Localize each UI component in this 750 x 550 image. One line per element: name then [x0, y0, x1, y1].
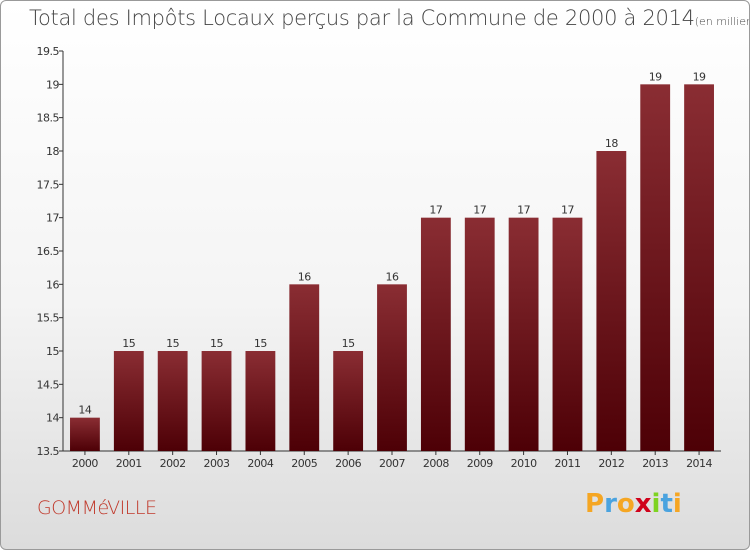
y-tick-label: 14 — [46, 412, 59, 425]
bar-value-label: 15 — [166, 337, 179, 350]
x-tick-label: 2010 — [511, 457, 537, 470]
logo-letter: i — [651, 489, 661, 519]
bar-value-label: 19 — [649, 70, 662, 83]
bar — [640, 84, 671, 451]
bar-value-label: 15 — [122, 337, 135, 350]
bar — [157, 351, 188, 451]
x-tick-label: 2012 — [598, 457, 624, 470]
y-tick-label: 17 — [46, 212, 59, 225]
bar-value-label: 17 — [517, 204, 530, 217]
x-tick-label: 2014 — [686, 457, 712, 470]
logo-letter: x — [634, 489, 652, 519]
bar-value-label: 17 — [429, 204, 442, 217]
x-tick-label: 2002 — [160, 457, 186, 470]
bar — [289, 284, 320, 451]
y-tick-label: 16 — [46, 278, 59, 291]
x-tick-label: 2007 — [379, 457, 405, 470]
x-tick-label: 2005 — [291, 457, 317, 470]
y-tick-label: 19.5 — [37, 45, 60, 58]
bar — [508, 217, 539, 451]
logo-letter: t — [660, 489, 673, 519]
bar — [464, 217, 495, 451]
logo-letter: r — [604, 489, 617, 519]
chart-title: Total des Impôts Locaux perçus par la Co… — [29, 6, 749, 30]
y-tick-label: 16.5 — [37, 245, 60, 258]
y-tick-label: 15 — [46, 345, 59, 358]
bar — [201, 351, 232, 451]
x-tick-label: 2004 — [247, 457, 273, 470]
x-tick-label: 2003 — [204, 457, 230, 470]
bar-value-label: 16 — [386, 270, 399, 283]
bar — [552, 217, 583, 451]
x-tick-label: 2013 — [642, 457, 668, 470]
bar-value-label: 15 — [342, 337, 355, 350]
bar — [70, 417, 100, 451]
y-tick-label: 15.5 — [37, 312, 60, 325]
unit-note: (en milliers d'€) — [694, 15, 749, 28]
y-tick-label: 19 — [46, 78, 59, 91]
bar — [684, 84, 714, 451]
bar — [245, 351, 276, 451]
logo-letter: o — [616, 489, 635, 519]
commune-name: GOMMéVILLE — [37, 497, 157, 519]
bar — [113, 351, 144, 451]
x-tick-label: 2006 — [335, 457, 361, 470]
bar — [377, 284, 407, 451]
bar — [596, 151, 627, 451]
logo-letter: i — [672, 489, 682, 519]
proxiti-logo: Proxiti — [585, 489, 682, 519]
x-tick-label: 2009 — [467, 457, 493, 470]
x-tick-label: 2001 — [116, 457, 142, 470]
bar-value-label: 17 — [561, 204, 574, 217]
bar-value-label: 14 — [78, 404, 91, 417]
y-tick-label: 18 — [46, 145, 59, 158]
y-tick-label: 18.5 — [37, 112, 60, 125]
bar-value-label: 18 — [605, 137, 618, 150]
y-tick-label: 14.5 — [37, 378, 60, 391]
x-tick-label: 2000 — [72, 457, 98, 470]
x-tick-label: 2011 — [554, 457, 580, 470]
y-tick-label: 17.5 — [37, 178, 60, 191]
chart-title-text: Total des Impôts Locaux perçus par la Co… — [29, 6, 695, 30]
bar-value-label: 19 — [693, 70, 706, 83]
bar-value-label: 17 — [473, 204, 486, 217]
bar-value-label: 15 — [254, 337, 267, 350]
x-tick-label: 2008 — [423, 457, 449, 470]
y-tick-label: 13.5 — [37, 445, 60, 458]
bar-value-label: 16 — [298, 270, 311, 283]
bar-value-label: 15 — [210, 337, 223, 350]
bar — [333, 351, 364, 451]
logo-letter: P — [585, 489, 605, 519]
bar — [420, 217, 451, 451]
